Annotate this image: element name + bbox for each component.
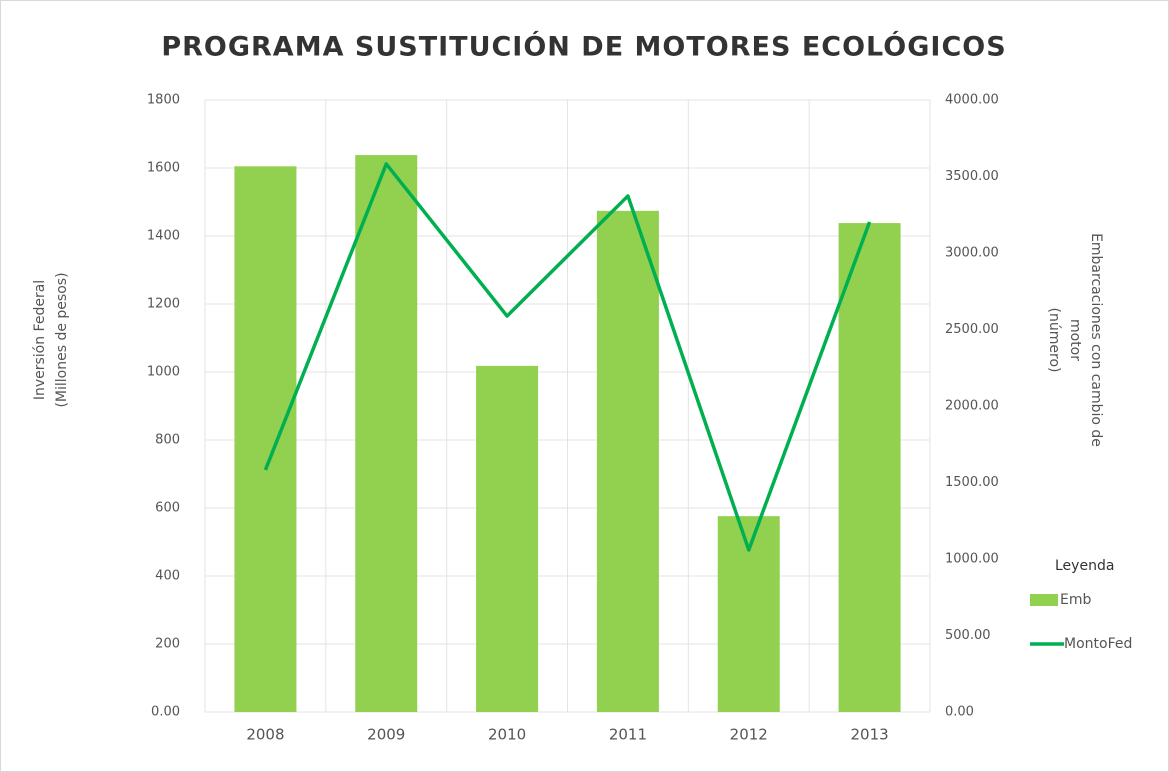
y2-tick-label: 4000.00 bbox=[945, 93, 999, 108]
bar bbox=[476, 365, 539, 712]
y2-tick-label: 2000.00 bbox=[945, 399, 999, 414]
y2-tick-label: 500.00 bbox=[945, 628, 991, 643]
bar bbox=[234, 166, 297, 713]
x-tick-label: 2011 bbox=[609, 726, 647, 744]
legend-title: Leyenda bbox=[1055, 558, 1114, 574]
y2-tick-label: 3500.00 bbox=[945, 169, 999, 184]
y-tick-label: 1800 bbox=[147, 93, 180, 108]
y-tick-label: 400 bbox=[155, 569, 180, 584]
legend-label: Emb bbox=[1060, 592, 1091, 608]
y-tick-label: 1600 bbox=[147, 161, 180, 176]
y2-tick-label: 2500.00 bbox=[945, 322, 999, 337]
x-tick-label: 2012 bbox=[730, 726, 768, 744]
legend-label: MontoFed bbox=[1064, 636, 1132, 652]
bar bbox=[596, 210, 659, 712]
line bbox=[263, 162, 872, 552]
x-tick-label: 2008 bbox=[246, 726, 284, 744]
bar bbox=[838, 223, 901, 712]
y2-axis-label: Embarcaciones con cambio de bbox=[1088, 233, 1104, 447]
y2-tick-label: 3000.00 bbox=[945, 246, 999, 261]
y2-tick-label: 1500.00 bbox=[945, 475, 999, 490]
legend-swatch bbox=[1030, 594, 1058, 606]
y2-tick-label: 0.00 bbox=[945, 705, 974, 720]
y-tick-label: 1400 bbox=[147, 229, 180, 244]
y2-axis-label: (número) bbox=[1046, 308, 1062, 373]
chart-title: PROGRAMA SUSTITUCIÓN DE MOTORES ECOLÓGIC… bbox=[161, 31, 1006, 63]
x-tick-label: 2009 bbox=[367, 726, 405, 744]
y-tick-label: 1000 bbox=[147, 365, 180, 380]
y-tick-label: 200 bbox=[155, 637, 180, 652]
x-tick-label: 2013 bbox=[850, 726, 888, 744]
y2-tick-label: 1000.00 bbox=[945, 552, 999, 567]
y-tick-label: 600 bbox=[155, 501, 180, 516]
y-tick-label: 0.00 bbox=[151, 705, 180, 720]
y2-axis-label: motor bbox=[1067, 319, 1083, 361]
y-tick-label: 1200 bbox=[147, 297, 180, 312]
x-tick-label: 2010 bbox=[488, 726, 526, 744]
y-axis-label: (Millones de pesos) bbox=[54, 272, 70, 407]
y-tick-label: 800 bbox=[155, 433, 180, 448]
bar bbox=[355, 155, 418, 712]
y-axis-label: Inversión Federal bbox=[32, 280, 48, 400]
